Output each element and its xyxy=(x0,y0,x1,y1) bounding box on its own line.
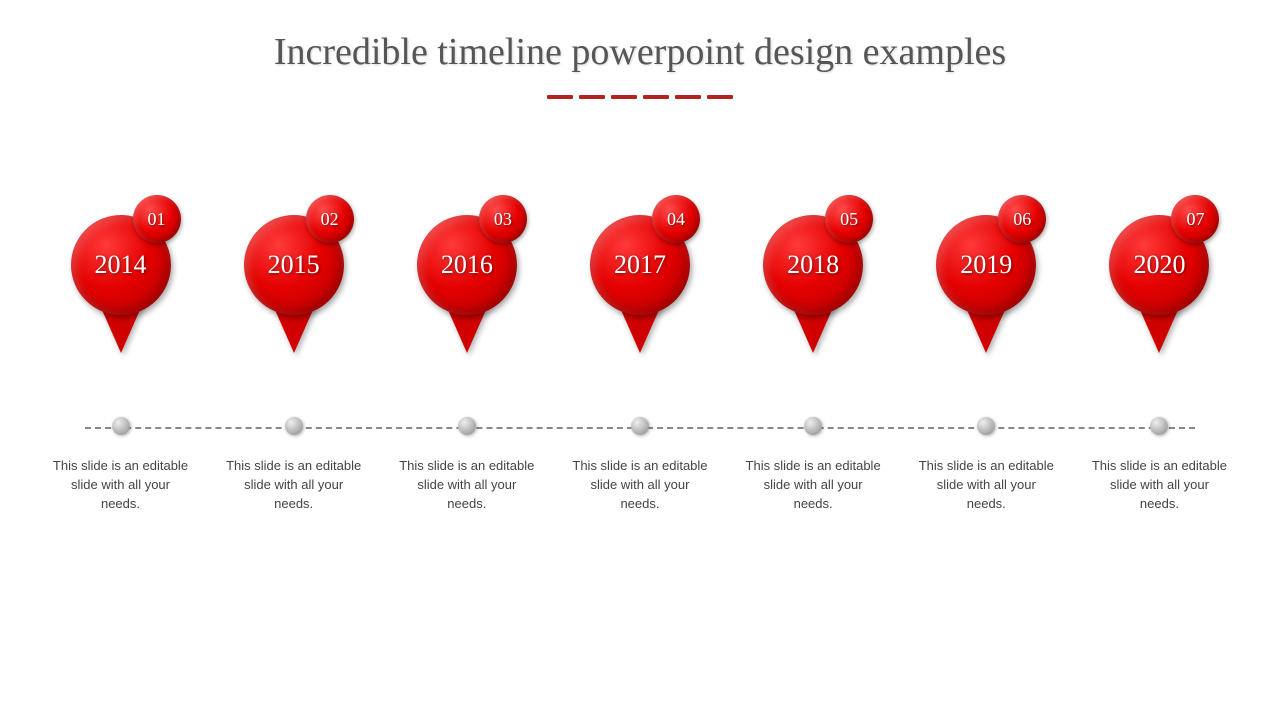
timeline-item-2018: 2018 05 This slide is an editable slide … xyxy=(735,195,892,375)
number-label: 03 xyxy=(494,209,512,230)
timeline-item-2014: 2014 01 This slide is an editable slide … xyxy=(42,195,199,375)
timeline-marker: 2018 05 xyxy=(753,195,873,375)
timeline-item-2020: 2020 07 This slide is an editable slide … xyxy=(1081,195,1238,375)
item-description: This slide is an editable slide with all… xyxy=(224,457,364,514)
timeline-marker: 2017 04 xyxy=(580,195,700,375)
timeline-marker: 2015 02 xyxy=(234,195,354,375)
timeline-marker: 2016 03 xyxy=(407,195,527,375)
number-label: 05 xyxy=(840,209,858,230)
timeline: 2014 01 This slide is an editable slide … xyxy=(0,195,1280,595)
item-description: This slide is an editable slide with all… xyxy=(397,457,537,514)
axis-node-icon xyxy=(112,417,130,435)
axis-node-icon xyxy=(977,417,995,435)
number-badge: 07 xyxy=(1171,195,1219,243)
item-description: This slide is an editable slide with all… xyxy=(1089,457,1229,514)
axis-node-icon xyxy=(285,417,303,435)
number-badge: 06 xyxy=(998,195,1046,243)
number-badge: 04 xyxy=(652,195,700,243)
timeline-item-2017: 2017 04 This slide is an editable slide … xyxy=(561,195,718,375)
number-label: 02 xyxy=(321,209,339,230)
year-label: 2019 xyxy=(960,250,1012,280)
year-label: 2017 xyxy=(614,250,666,280)
axis-node-icon xyxy=(1150,417,1168,435)
item-description: This slide is an editable slide with all… xyxy=(743,457,883,514)
title-underline xyxy=(0,86,1280,104)
timeline-item-2015: 2015 02 This slide is an editable slide … xyxy=(215,195,372,375)
timeline-marker: 2019 06 xyxy=(926,195,1046,375)
timeline-item-2019: 2019 06 This slide is an editable slide … xyxy=(908,195,1065,375)
year-label: 2014 xyxy=(95,250,147,280)
axis-node-icon xyxy=(804,417,822,435)
axis-node-icon xyxy=(458,417,476,435)
timeline-item-2016: 2016 03 This slide is an editable slide … xyxy=(388,195,545,375)
number-label: 04 xyxy=(667,209,685,230)
page-title: Incredible timeline powerpoint design ex… xyxy=(0,0,1280,74)
year-label: 2015 xyxy=(268,250,320,280)
year-label: 2018 xyxy=(787,250,839,280)
axis-node-icon xyxy=(631,417,649,435)
item-description: This slide is an editable slide with all… xyxy=(916,457,1056,514)
number-badge: 01 xyxy=(133,195,181,243)
number-badge: 03 xyxy=(479,195,527,243)
number-label: 06 xyxy=(1013,209,1031,230)
timeline-items: 2014 01 This slide is an editable slide … xyxy=(0,195,1280,375)
timeline-marker: 2014 01 xyxy=(61,195,181,375)
number-label: 01 xyxy=(148,209,166,230)
timeline-marker: 2020 07 xyxy=(1099,195,1219,375)
number-badge: 05 xyxy=(825,195,873,243)
number-badge: 02 xyxy=(306,195,354,243)
item-description: This slide is an editable slide with all… xyxy=(570,457,710,514)
number-label: 07 xyxy=(1186,209,1204,230)
item-description: This slide is an editable slide with all… xyxy=(51,457,191,514)
year-label: 2016 xyxy=(441,250,493,280)
year-label: 2020 xyxy=(1133,250,1185,280)
